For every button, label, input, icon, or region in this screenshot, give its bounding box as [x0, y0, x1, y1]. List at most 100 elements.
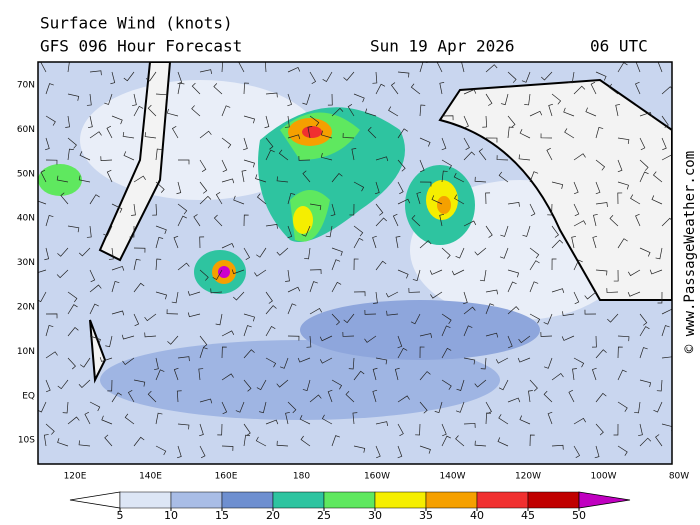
wind-barb: [171, 291, 179, 304]
wind-barb: [221, 330, 235, 337]
wind-barb: [342, 332, 355, 337]
colorbar-segment: [170, 491, 223, 509]
wind-barb: [177, 159, 190, 165]
wind-barb: [259, 401, 267, 414]
wind-barb: [573, 445, 581, 459]
wind-barb: [415, 423, 421, 436]
wind-barb: [155, 181, 165, 193]
wind-barb: [544, 357, 553, 369]
wind-barb: [111, 281, 120, 293]
wind-barb: [152, 203, 157, 216]
wind-barb: [568, 389, 575, 403]
valid-time: 06 UTC: [590, 37, 648, 56]
wind-barb: [573, 259, 583, 271]
wind-barb: [166, 108, 179, 117]
wind-barb: [352, 412, 358, 425]
wind-barb: [375, 445, 381, 459]
wind-barb: [463, 423, 476, 428]
wind-barb: [419, 104, 426, 117]
wind-barb: [528, 390, 533, 403]
wind-barb: [45, 379, 51, 393]
wind-barb: [551, 288, 565, 294]
wind-barb: [348, 357, 355, 370]
wind-barbs: [38, 62, 672, 459]
wind-barb: [45, 115, 56, 126]
wind-barb: [375, 260, 387, 271]
wind-barb: [99, 357, 113, 362]
wind-barb: [496, 155, 509, 161]
forecast-label: GFS 096 Hour Forecast: [40, 37, 242, 56]
wind-barb: [320, 152, 333, 161]
wind-barb: [321, 414, 333, 425]
wind-barb: [60, 192, 69, 205]
wind-barb: [630, 194, 641, 205]
wind-barb: [431, 195, 443, 205]
wind-barb: [265, 357, 277, 368]
wind-barb: [613, 269, 619, 282]
lat-label: 10S: [18, 436, 35, 446]
wind-barb: [331, 313, 341, 326]
colorbar-segment: [425, 491, 478, 509]
wind-barb: [221, 346, 227, 359]
wind-barb: [480, 357, 487, 370]
wind-barb: [441, 423, 447, 437]
lat-label: EQ: [22, 391, 35, 401]
wind-barb: [529, 110, 543, 117]
wind-barb: [529, 281, 539, 293]
longitude-labels: 120E 140E 160E 180 160W 140W 120W 100W 80W: [64, 472, 690, 482]
colorbar-segment: [119, 491, 172, 509]
wind-barb: [613, 423, 619, 436]
wind-barb: [529, 247, 540, 259]
wind-barb: [327, 389, 333, 403]
wind-barb: [243, 82, 249, 95]
wind-barb: [375, 217, 387, 227]
wind-barb: [89, 303, 99, 315]
wind-barb: [217, 423, 223, 436]
wind-barb: [265, 137, 274, 150]
wind-barb: [89, 131, 102, 139]
wind-barb: [62, 401, 69, 414]
wind-barb: [177, 423, 190, 430]
wind-barb: [635, 81, 641, 95]
wind-barb: [507, 335, 513, 349]
wind-barb: [375, 203, 384, 216]
wind-barb: [155, 412, 163, 425]
colorbar-label: 30: [368, 509, 382, 522]
wind-barb: [410, 83, 421, 95]
wind-barb: [412, 269, 421, 282]
wind-barb: [302, 93, 311, 105]
valid-date: Sun 19 Apr 2026: [370, 37, 515, 56]
wind-barb: [343, 71, 355, 81]
wind-barb: [45, 83, 54, 95]
wind-barb: [89, 335, 101, 344]
wind-barb: [155, 93, 168, 100]
wind-barb: [374, 181, 380, 195]
wind-barb: [199, 398, 213, 404]
wind-barb: [474, 379, 487, 388]
wind-barb: [639, 247, 651, 257]
wind-barb: [215, 313, 223, 326]
wind-barb: [309, 394, 322, 403]
wind-barb: [67, 304, 78, 315]
lon-label: 160W: [364, 472, 390, 482]
wind-barb: [390, 82, 399, 95]
wind-barb: [485, 332, 499, 338]
wind-barb: [595, 392, 607, 403]
wind-barb: [235, 401, 245, 413]
wind-area: [300, 300, 540, 360]
wind-barb: [132, 93, 137, 107]
wind-barb: [155, 291, 168, 300]
wind-barb: [173, 367, 179, 381]
wind-barb: [78, 440, 91, 447]
wind-barb: [111, 265, 125, 271]
wind-barb: [309, 115, 320, 127]
wind-barb: [541, 71, 553, 81]
wind-barb: [243, 325, 252, 337]
wind-barb: [547, 411, 553, 425]
wind-barb: [419, 137, 431, 147]
wind-barb: [221, 178, 235, 184]
wind-barb: [287, 335, 300, 341]
wind-barb: [256, 247, 267, 258]
